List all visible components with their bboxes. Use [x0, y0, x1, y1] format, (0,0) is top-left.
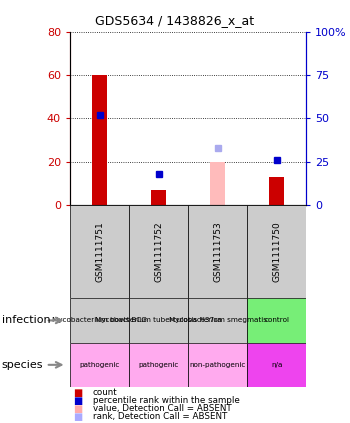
Bar — [188, 298, 247, 343]
Text: n/a: n/a — [271, 362, 282, 368]
Text: GSM1111753: GSM1111753 — [213, 221, 222, 282]
Text: ■: ■ — [74, 404, 83, 414]
Bar — [129, 205, 188, 298]
Text: non-pathogenic: non-pathogenic — [189, 362, 246, 368]
Text: species: species — [2, 360, 43, 370]
Bar — [151, 190, 166, 205]
Text: Mycobacterium smegmatis: Mycobacterium smegmatis — [169, 317, 267, 324]
Text: ■: ■ — [74, 412, 83, 422]
Bar — [210, 162, 225, 205]
Text: value, Detection Call = ABSENT: value, Detection Call = ABSENT — [93, 404, 231, 413]
Bar — [270, 177, 284, 205]
Bar — [92, 75, 107, 205]
Bar — [188, 343, 247, 387]
Bar — [70, 298, 129, 343]
Text: ■: ■ — [74, 396, 83, 406]
Text: GSM1111750: GSM1111750 — [272, 221, 281, 282]
Text: GSM1111751: GSM1111751 — [95, 221, 104, 282]
Text: percentile rank within the sample: percentile rank within the sample — [93, 396, 239, 405]
Bar — [247, 205, 306, 298]
Text: pathogenic: pathogenic — [79, 362, 120, 368]
Bar — [129, 298, 188, 343]
Text: ■: ■ — [74, 387, 83, 398]
Text: rank, Detection Call = ABSENT: rank, Detection Call = ABSENT — [93, 412, 227, 421]
Text: control: control — [264, 317, 289, 324]
Text: Mycobacterium bovis BCG: Mycobacterium bovis BCG — [52, 317, 147, 324]
Bar — [247, 298, 306, 343]
Text: infection: infection — [2, 316, 50, 325]
Text: Mycobacterium tuberculosis H37ra: Mycobacterium tuberculosis H37ra — [95, 317, 222, 324]
Text: GDS5634 / 1438826_x_at: GDS5634 / 1438826_x_at — [96, 14, 254, 27]
Text: GSM1111752: GSM1111752 — [154, 221, 163, 282]
Bar — [129, 343, 188, 387]
Bar — [188, 205, 247, 298]
Bar — [70, 205, 129, 298]
Text: count: count — [93, 388, 117, 397]
Bar — [70, 343, 129, 387]
Text: pathogenic: pathogenic — [138, 362, 179, 368]
Bar — [247, 343, 306, 387]
